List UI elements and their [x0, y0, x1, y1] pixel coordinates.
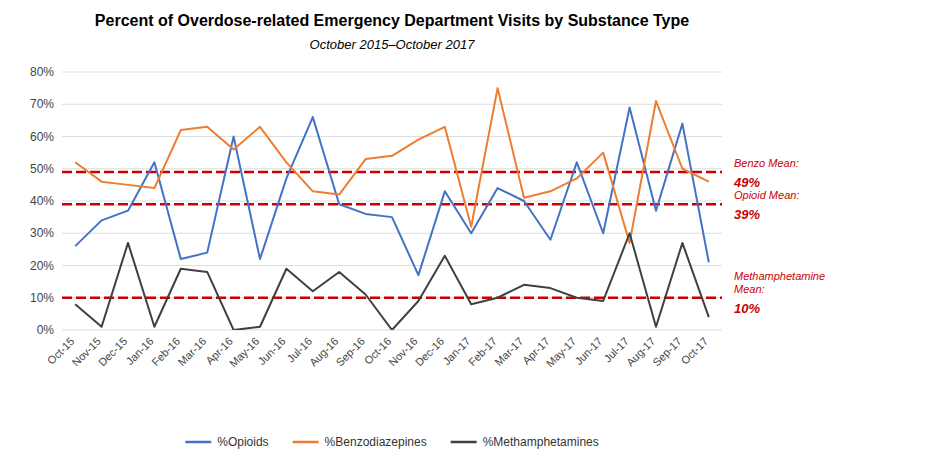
- annotation-label: Opioid Mean:: [734, 189, 799, 201]
- grid-line: [62, 168, 722, 169]
- x-tick-label: Sep-17: [650, 335, 684, 369]
- legend-item: %Opioids: [185, 435, 268, 449]
- annotation-label: MethamphetamineMean:: [734, 270, 825, 295]
- legend-swatch: [293, 441, 319, 444]
- y-tick-label: 20%: [30, 259, 54, 273]
- legend-label: %Benzodiazepines: [325, 435, 427, 449]
- title: Percent of Overdose-related Emergency De…: [95, 12, 689, 29]
- grid-line: [62, 201, 722, 202]
- mean-line: [62, 203, 722, 206]
- series-line: [75, 233, 709, 330]
- y-tick-label: 40%: [30, 194, 54, 208]
- x-tick-label: Mar-17: [492, 335, 525, 368]
- grid-line: [62, 297, 722, 298]
- subtitle: October 2015–October 2017: [310, 37, 476, 52]
- legend-swatch: [185, 441, 211, 444]
- legend-label: %Opioids: [217, 435, 268, 449]
- chart: Percent of Overdose-related Emergency De…: [0, 0, 949, 465]
- x-tick-label: Jun-17: [572, 335, 604, 367]
- legend-item: %Methamphetamines: [451, 435, 599, 449]
- annotation-value: 39%: [734, 207, 760, 222]
- grid-line: [62, 233, 722, 234]
- x-tick-label: May-16: [227, 335, 261, 369]
- x-tick-label: Sep-16: [333, 335, 367, 369]
- y-tick-label: 0%: [37, 323, 55, 337]
- plot-area: [62, 88, 722, 330]
- y-tick-label: 70%: [30, 97, 54, 111]
- legend-label: %Methamphetamines: [483, 435, 599, 449]
- x-tick-label: May-17: [544, 335, 578, 369]
- grid-line: [62, 72, 722, 73]
- y-tick-label: 60%: [30, 130, 54, 144]
- x-tick-label: Dec-16: [413, 335, 447, 369]
- x-tick-label: Mar-16: [175, 335, 208, 368]
- x-tick-label: Dec-15: [96, 335, 130, 369]
- grid-line: [62, 104, 722, 105]
- legend-swatch: [451, 441, 477, 444]
- annotation-value: 49%: [733, 175, 760, 190]
- annotation-label: Benzo Mean:: [734, 157, 799, 169]
- x-tick-label: Oct-17: [678, 335, 710, 367]
- legend: %Opioids %Benzodiazepines %Methamphetamine…: [185, 435, 599, 449]
- legend-item: %Benzodiazepines: [293, 435, 427, 449]
- y-tick-label: 10%: [30, 291, 54, 305]
- y-tick-label: 50%: [30, 162, 54, 176]
- x-tick-label: Feb-17: [466, 335, 499, 368]
- x-tick-label: Feb-16: [149, 335, 182, 368]
- annotation-value: 10%: [734, 301, 760, 316]
- mean-line: [62, 297, 722, 300]
- series-line: [75, 88, 709, 243]
- y-tick-label: 80%: [30, 65, 54, 79]
- grid-line: [62, 265, 722, 266]
- x-tick-label: Jun-16: [256, 335, 288, 367]
- y-tick-label: 30%: [30, 226, 54, 240]
